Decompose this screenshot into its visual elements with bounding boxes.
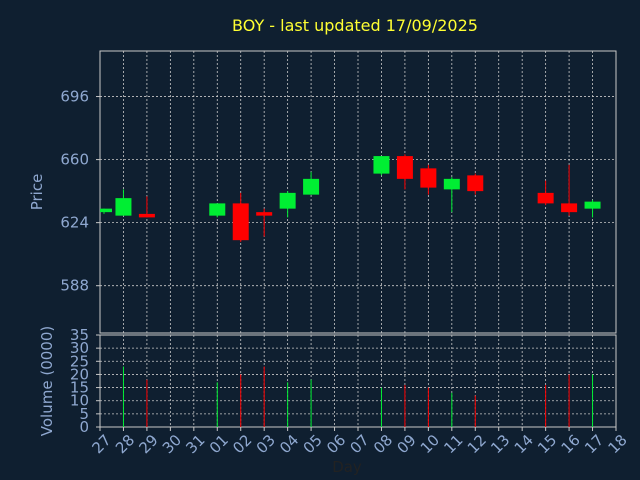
price-tick-label: 624: [60, 214, 89, 232]
x-tick-label: 27: [89, 431, 115, 457]
candle-body: [584, 201, 601, 209]
x-tick-label: 02: [229, 431, 255, 457]
candle-body: [537, 192, 554, 204]
volume-tick-label: 20: [70, 365, 89, 383]
x-tick-label: 29: [135, 431, 161, 457]
volume-tick-label: 30: [70, 339, 89, 357]
x-tick-label: 18: [605, 431, 631, 457]
candle-body: [420, 168, 437, 188]
x-tick-label: 05: [300, 431, 326, 457]
x-tick-label: 10: [417, 431, 443, 457]
volume-axis-label: Volume (0000): [38, 326, 56, 436]
x-tick-label: 14: [511, 431, 537, 457]
x-tick-label: 09: [393, 431, 419, 457]
candle-body: [209, 203, 226, 216]
volume-tick-label: 0: [79, 418, 89, 436]
volume-tick-label: 10: [70, 392, 89, 410]
x-tick-label: 28: [112, 431, 138, 457]
volume-tick-label: 25: [70, 352, 89, 370]
x-axis-label: Day: [332, 458, 362, 476]
x-tick-label: 31: [182, 431, 208, 457]
x-tick-label: 03: [253, 431, 279, 457]
candle-body: [396, 156, 413, 179]
chart-title: BOY - last updated 17/09/2025: [232, 16, 478, 35]
candle-body: [115, 198, 132, 216]
volume-tick-label: 35: [70, 326, 89, 344]
candle-body: [279, 192, 296, 209]
x-tick-label: 11: [440, 431, 466, 457]
candle-body: [443, 178, 460, 190]
price-tick-label: 696: [60, 88, 89, 106]
x-tick-label: 15: [534, 431, 560, 457]
x-tick-label: 12: [464, 431, 490, 457]
candle-body: [138, 213, 155, 218]
volume-tick-label: 15: [70, 379, 89, 397]
x-tick-label: 01: [206, 431, 232, 457]
x-tick-label: 30: [159, 431, 185, 457]
candle-body: [232, 203, 249, 241]
x-tick-label: 17: [581, 431, 607, 457]
candle-body: [561, 203, 578, 213]
price-axis-label: Price: [28, 174, 46, 211]
candle-body: [303, 178, 320, 195]
x-tick-label: 04: [276, 431, 302, 457]
x-tick-label: 06: [323, 431, 349, 457]
x-tick-label: 08: [370, 431, 396, 457]
candle-body: [100, 208, 112, 213]
x-tick-label: 07: [347, 431, 373, 457]
x-tick-label: 13: [487, 431, 513, 457]
candle-body: [256, 212, 273, 216]
volume-tick-label: 5: [79, 405, 89, 423]
price-tick-label: 588: [60, 277, 89, 295]
price-tick-label: 660: [60, 151, 89, 169]
x-tick-label: 16: [558, 431, 584, 457]
candle-body: [467, 175, 484, 192]
candle-body: [373, 156, 390, 174]
